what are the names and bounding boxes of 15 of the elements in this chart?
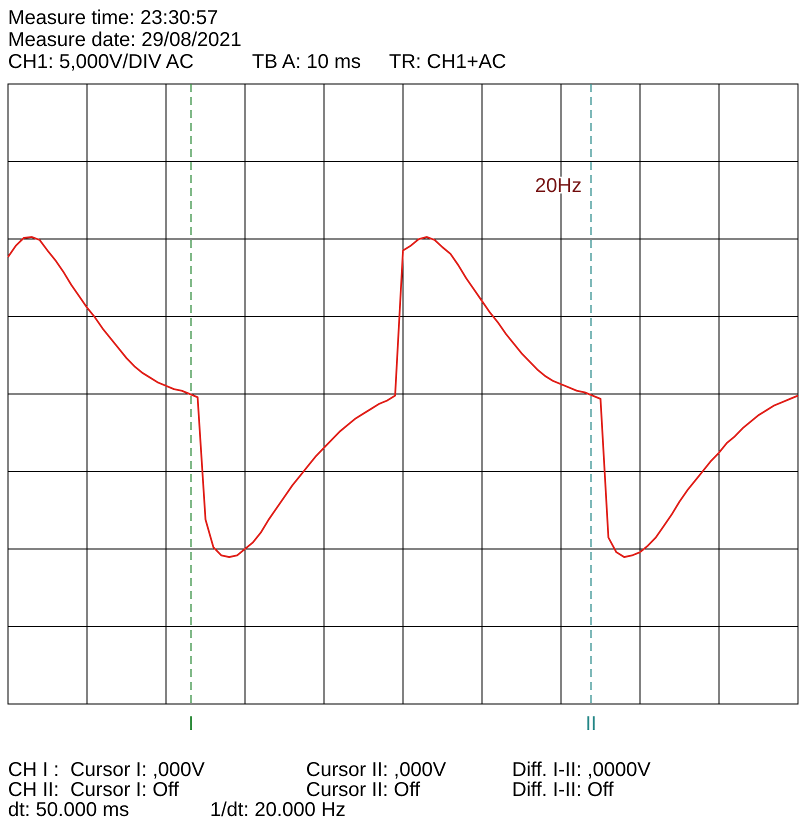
text: Cursor II: ,000V (306, 759, 447, 781)
text: CH I : Cursor I: ,000V (8, 759, 206, 781)
text: CH1: 5,000V/DIV AC (8, 51, 194, 73)
text: I (188, 713, 194, 735)
text: II (585, 713, 597, 735)
text: Diff. I-II: Off (512, 779, 614, 801)
chart-subtitle: Measure date: 29/08/2021 (8, 29, 242, 51)
text: CH II: Cursor I: Off (8, 779, 180, 801)
text: TB A: 10 ms (252, 51, 361, 73)
chart-title: Measure time: 23:30:57 (8, 7, 218, 29)
text: Diff. I-II: ,0000V (512, 759, 652, 781)
text: TR: CH1+AC (389, 51, 506, 73)
text: dt: 50.000 ms (8, 799, 130, 818)
text: 1/dt: 20.000 Hz (210, 799, 346, 818)
text: Cursor II: Off (306, 779, 421, 801)
